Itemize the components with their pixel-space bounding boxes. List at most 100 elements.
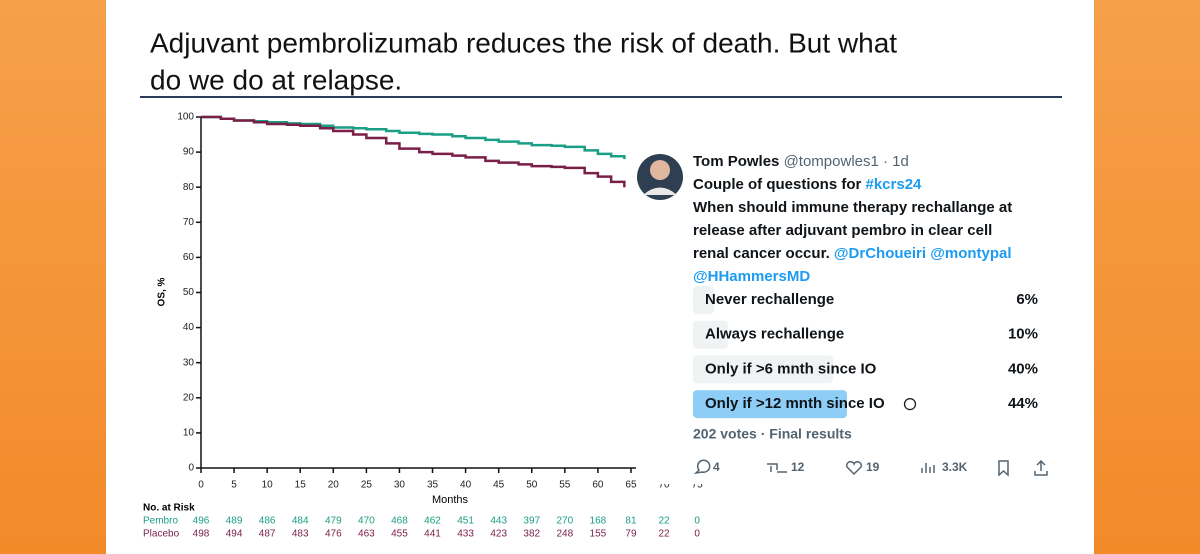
tweet-text: Couple of questions for xyxy=(693,176,866,193)
tweet-line: @HHammersMD xyxy=(693,268,810,285)
at-risk-value: 443 xyxy=(490,516,507,527)
at-risk-value: 487 xyxy=(259,529,276,540)
y-axis-label: OS, % xyxy=(157,277,168,306)
poll-percent: 6% xyxy=(1016,291,1038,308)
at-risk-value: 22 xyxy=(658,516,670,527)
tweet-link[interactable]: @HHammersMD xyxy=(693,268,810,285)
at-risk-value: 476 xyxy=(325,529,342,540)
at-risk-value: 479 xyxy=(325,516,342,527)
repost-icon[interactable] xyxy=(767,463,787,473)
x-tick-label: 5 xyxy=(231,480,237,491)
tweet-line: When should immune therapy rechallange a… xyxy=(693,199,1012,216)
at-risk-value: 22 xyxy=(658,529,670,540)
reply-icon[interactable] xyxy=(693,459,711,475)
poll-bar xyxy=(693,286,714,314)
views-icon[interactable] xyxy=(921,463,935,473)
at-risk-value: 483 xyxy=(292,529,309,540)
poll-percent: 44% xyxy=(1008,395,1038,412)
survival-curve xyxy=(201,115,626,188)
tweet-line: release after adjuvant pembro in clear c… xyxy=(693,222,992,239)
author-name: Tom Powles xyxy=(693,153,779,170)
tweet-line: renal cancer occur. @DrChoueiri @montypa… xyxy=(693,245,1012,262)
x-tick-label: 70 xyxy=(658,480,670,491)
at-risk-value: 433 xyxy=(457,529,474,540)
survival-curve xyxy=(201,115,626,160)
at-risk-value: 489 xyxy=(226,516,243,527)
poll-option: Never rechallenge xyxy=(705,291,834,308)
x-tick-label: 40 xyxy=(460,480,472,491)
at-risk-value: 270 xyxy=(556,516,573,527)
at-risk-value: 470 xyxy=(358,516,375,527)
at-risk-value: 484 xyxy=(292,516,309,527)
at-risk-value: 382 xyxy=(523,529,540,540)
at-risk-value: 441 xyxy=(424,529,441,540)
share-icon[interactable] xyxy=(1034,459,1048,476)
y-tick-label: 80 xyxy=(183,182,195,193)
at-risk-row-name: Pembro xyxy=(143,516,178,527)
x-tick-label: 20 xyxy=(328,480,340,491)
x-tick-label: 75 xyxy=(692,480,704,491)
poll-option: Only if >6 mnth since IO xyxy=(705,360,877,377)
tweet-link[interactable]: @DrChoueiri xyxy=(834,245,926,262)
poll-bar xyxy=(693,320,728,349)
at-risk-value: 423 xyxy=(490,529,507,540)
at-risk-value: 468 xyxy=(391,516,408,527)
at-risk-value: 248 xyxy=(556,529,573,540)
y-tick-label: 50 xyxy=(183,287,195,298)
x-tick-label: 45 xyxy=(493,480,505,491)
x-tick-label: 65 xyxy=(625,480,637,491)
at-risk-value: 0 xyxy=(694,516,700,527)
winner-check xyxy=(903,398,917,411)
tweet-line: Couple of questions for #kcrs24 xyxy=(693,176,922,193)
poll-summary: 202 votes · Final results xyxy=(693,426,852,442)
y-tick-label: 60 xyxy=(183,252,195,263)
avatar-face xyxy=(650,160,670,180)
tweet-link[interactable]: #kcrs24 xyxy=(866,176,923,193)
avatar-shirt xyxy=(643,187,677,195)
action-count[interactable]: 3.3K xyxy=(942,460,968,474)
action-count[interactable]: 19 xyxy=(866,460,880,474)
tweet-text: renal cancer occur. xyxy=(693,245,834,262)
at-risk-value: 155 xyxy=(590,529,607,540)
at-risk-value: 496 xyxy=(193,516,210,527)
y-tick-label: 40 xyxy=(183,322,195,333)
slide-title: Adjuvant pembrolizumab reduces the risk … xyxy=(150,27,897,58)
at-risk-value: 0 xyxy=(694,529,700,540)
at-risk-value: 168 xyxy=(590,516,607,527)
like-icon[interactable] xyxy=(845,460,863,476)
bookmark-icon[interactable] xyxy=(998,460,1009,477)
at-risk-value: 81 xyxy=(625,516,637,527)
tweet-link[interactable]: @montypal xyxy=(930,245,1011,262)
poll-percent: 10% xyxy=(1008,326,1038,343)
x-tick-label: 35 xyxy=(427,480,439,491)
at-risk-value: 397 xyxy=(523,516,540,527)
at-risk-value: 463 xyxy=(358,529,375,540)
x-tick-label: 60 xyxy=(592,480,604,491)
at-risk-value: 79 xyxy=(625,529,637,540)
x-tick-label: 15 xyxy=(295,480,307,491)
x-axis-label: Months xyxy=(432,494,469,506)
y-tick-label: 0 xyxy=(188,463,194,474)
y-tick-label: 10 xyxy=(183,428,195,439)
tweet-header: Tom Powles @tompowles1 · 1d xyxy=(693,153,909,170)
tweet-text: When should immune therapy rechallange a… xyxy=(693,199,1012,216)
action-count[interactable]: 12 xyxy=(791,460,805,474)
at-risk-row-name: Placebo xyxy=(143,529,180,540)
poll-percent: 40% xyxy=(1008,360,1038,377)
action-count[interactable]: 4 xyxy=(713,460,720,474)
poll-option: Always rechallenge xyxy=(705,326,844,343)
y-tick-label: 20 xyxy=(183,392,195,403)
y-tick-label: 70 xyxy=(183,217,195,228)
at-risk-value: 455 xyxy=(391,529,408,540)
at-risk-title: No. at Risk xyxy=(143,503,195,514)
at-risk-value: 462 xyxy=(424,516,441,527)
author-handle: @tompowles1 · 1d xyxy=(779,153,908,170)
at-risk-value: 451 xyxy=(457,516,474,527)
at-risk-value: 498 xyxy=(193,529,210,540)
km-chart: 0 10 20 30 40 50 60 70 80 90 100 0 5 10 15 20 25 30 35 40 45… xyxy=(143,112,703,540)
tweet: Tom Powles @tompowles1 · 1d Couple of que… xyxy=(636,118,1062,484)
tweet-text: release after adjuvant pembro in clear c… xyxy=(693,222,992,239)
y-tick-label: 30 xyxy=(183,357,195,368)
poll-bar xyxy=(693,355,833,384)
